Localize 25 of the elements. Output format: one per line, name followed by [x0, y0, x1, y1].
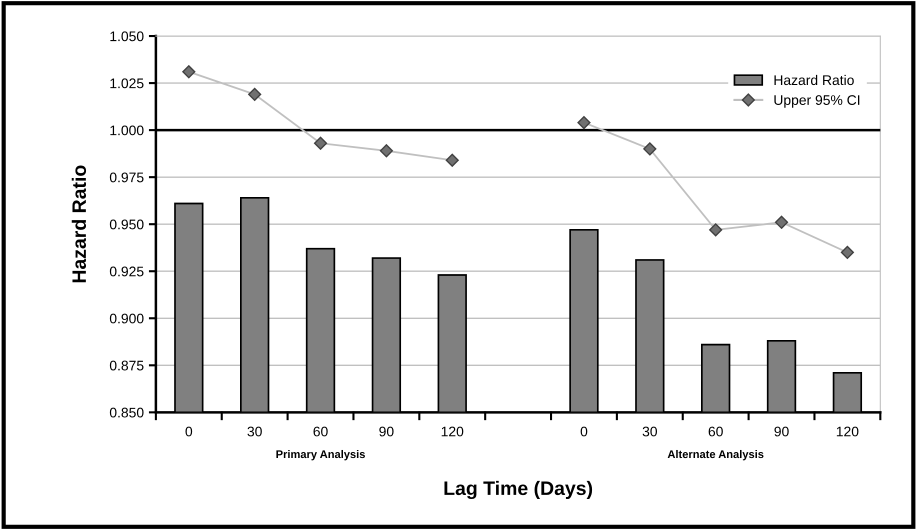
y-tick-label: 0.900 [110, 314, 144, 324]
y-axis-title: Hazard Ratio [72, 166, 86, 282]
y-tick-label: 0.875 [110, 360, 144, 370]
y-tick-label: 0.925 [110, 266, 144, 276]
legend-label: Upper 95% CI [774, 95, 860, 108]
x-tick-label: 90 [379, 426, 394, 436]
text: Alternate Analysis [668, 450, 764, 460]
y-tick-label: 0.975 [110, 172, 144, 182]
y-tick-label: 0.950 [110, 220, 144, 230]
x-tick-label: 120 [836, 426, 858, 436]
y-tick-label: 0.850 [110, 408, 144, 418]
y-tick-label: 1.050 [110, 31, 144, 42]
text: Primary Analysis [276, 450, 365, 460]
x-axis-title: Lag Time (Days) [444, 480, 592, 500]
y-tick-label: 1.000 [110, 125, 144, 136]
legend-label: Hazard Ratio [774, 74, 854, 86]
x-tick-label: 60 [314, 426, 328, 436]
x-tick-label: 30 [247, 426, 262, 436]
x-tick-label: 0 [186, 426, 192, 436]
x-tick-label: 60 [708, 426, 723, 436]
y-tick-label: 1.025 [110, 78, 144, 88]
x-tick-label: 120 [442, 426, 464, 436]
x-tick-label: 0 [580, 426, 588, 436]
x-tick-label: 30 [642, 426, 657, 436]
x-tick-label: 90 [774, 426, 789, 436]
